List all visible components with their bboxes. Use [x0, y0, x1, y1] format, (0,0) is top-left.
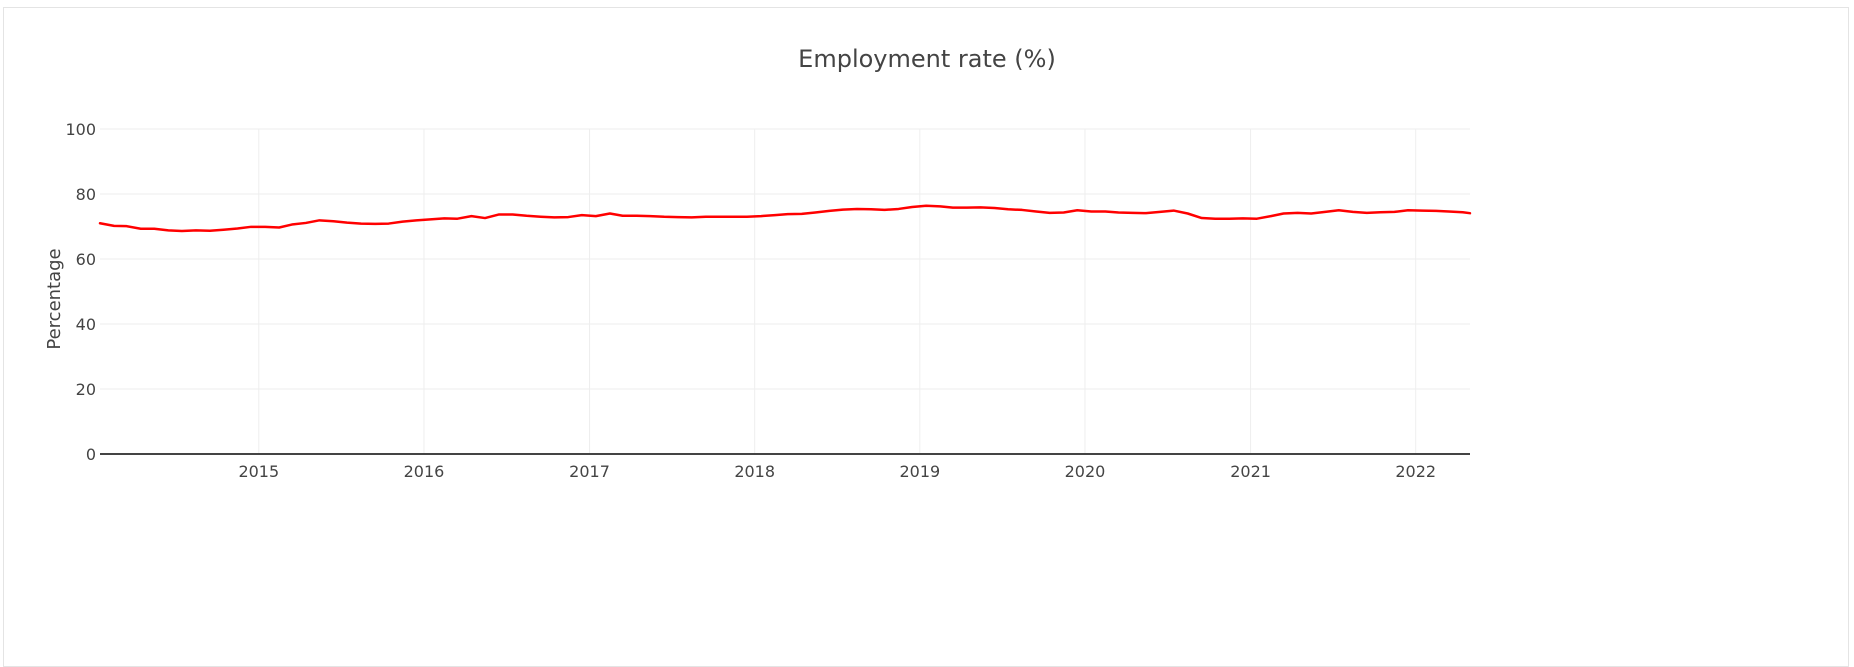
series-line [98, 204, 1472, 233]
x-tick-label: 2021 [1230, 462, 1271, 481]
axis-layer: 0 20 40 60 80 100 2015 2016 2017 2018 2019 2020 2021… [65, 120, 1470, 481]
y-tick-label: 80 [76, 185, 96, 204]
x-tick-label: 2016 [404, 462, 445, 481]
chart-card: 0 20 40 60 80 100 2015 2016 2017 2018 2019 2020 2021… [3, 7, 1849, 667]
y-axis-title: Percentage [44, 248, 65, 349]
line-chart: 0 20 40 60 80 100 2015 2016 2017 2018 2019 2020 2021… [44, 45, 1472, 481]
x-tick-label: 2015 [238, 462, 279, 481]
x-tick-label: 2020 [1065, 462, 1106, 481]
y-tick-label: 60 [76, 250, 96, 269]
x-tick-label: 2022 [1395, 462, 1436, 481]
chart-title: Employment rate (%) [798, 45, 1056, 73]
y-tick-label: 0 [86, 445, 96, 464]
x-tick-label: 2017 [569, 462, 610, 481]
x-tick-label: 2018 [734, 462, 775, 481]
series-layer [98, 204, 1472, 233]
y-tick-label: 20 [76, 380, 96, 399]
y-tick-label: 100 [65, 120, 96, 139]
x-tick-label: 2019 [899, 462, 940, 481]
y-tick-label: 40 [76, 315, 96, 334]
grid-layer [100, 128, 1470, 454]
